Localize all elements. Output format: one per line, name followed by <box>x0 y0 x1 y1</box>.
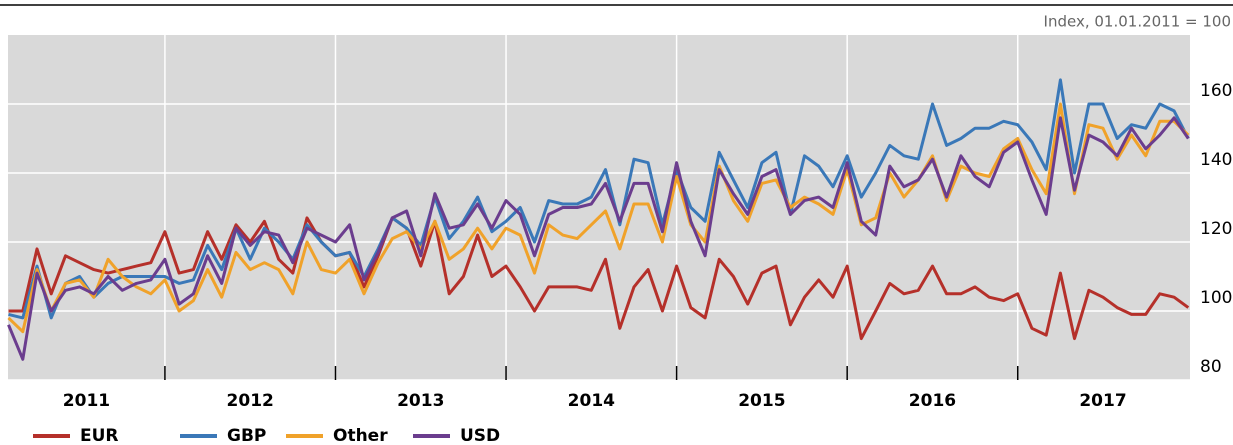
legend-label: GBP <box>227 426 266 445</box>
x-tick-label: 2014 <box>568 391 615 411</box>
y-tick-label: 120 <box>1200 219 1232 239</box>
legend-label: EUR <box>80 426 119 445</box>
legend-label: Other <box>333 426 388 445</box>
y-tick-label: 100 <box>1200 288 1232 308</box>
series-line <box>8 78 1190 320</box>
x-tick-label: 2017 <box>1079 391 1126 411</box>
plot-area <box>8 35 1190 380</box>
series-line <box>7 116 1190 361</box>
x-tick-label: 2015 <box>738 391 785 411</box>
y-tick-label: 140 <box>1200 150 1232 170</box>
y-tick-label: 160 <box>1200 81 1232 101</box>
x-tick-label: 2013 <box>397 391 444 411</box>
series-line <box>7 102 1190 334</box>
x-tick-label: 2011 <box>63 391 110 411</box>
legend-label: USD <box>460 426 500 445</box>
y-tick-label: 80 <box>1200 357 1222 377</box>
subtitle: Index, 01.01.2011 = 100 <box>1044 13 1231 31</box>
x-tick-label: 2016 <box>909 391 956 411</box>
series-line <box>8 216 1190 341</box>
x-tick-label: 2012 <box>227 391 274 411</box>
